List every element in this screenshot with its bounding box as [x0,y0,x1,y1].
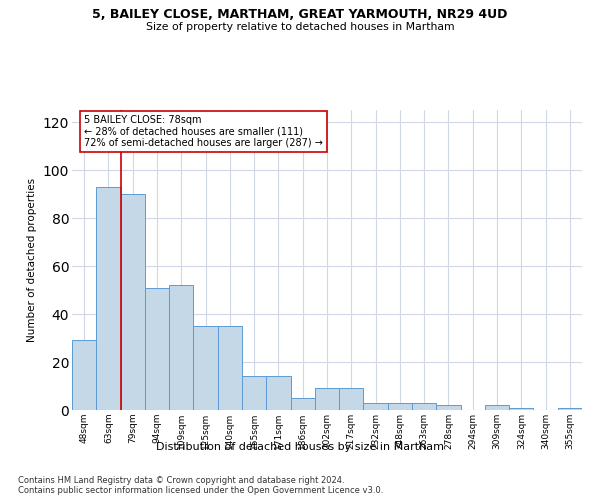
Text: Size of property relative to detached houses in Martham: Size of property relative to detached ho… [146,22,454,32]
Bar [558,408,582,410]
Bar [96,187,121,410]
Text: 5 BAILEY CLOSE: 78sqm
← 28% of detached houses are smaller (111)
72% of semi-det: 5 BAILEY CLOSE: 78sqm ← 28% of detached … [84,115,323,148]
Bar [339,388,364,410]
Bar [169,285,193,410]
Bar [412,403,436,410]
Bar [290,398,315,410]
Bar [509,408,533,410]
Bar [145,288,169,410]
Bar [242,376,266,410]
Bar [436,405,461,410]
Text: Contains HM Land Registry data © Crown copyright and database right 2024.
Contai: Contains HM Land Registry data © Crown c… [18,476,383,495]
Bar [485,405,509,410]
Y-axis label: Number of detached properties: Number of detached properties [27,178,37,342]
Text: Distribution of detached houses by size in Martham: Distribution of detached houses by size … [156,442,444,452]
Bar [266,376,290,410]
Bar [72,340,96,410]
Bar [121,194,145,410]
Bar [388,403,412,410]
Bar [193,326,218,410]
Text: 5, BAILEY CLOSE, MARTHAM, GREAT YARMOUTH, NR29 4UD: 5, BAILEY CLOSE, MARTHAM, GREAT YARMOUTH… [92,8,508,20]
Bar [315,388,339,410]
Bar [364,403,388,410]
Bar [218,326,242,410]
